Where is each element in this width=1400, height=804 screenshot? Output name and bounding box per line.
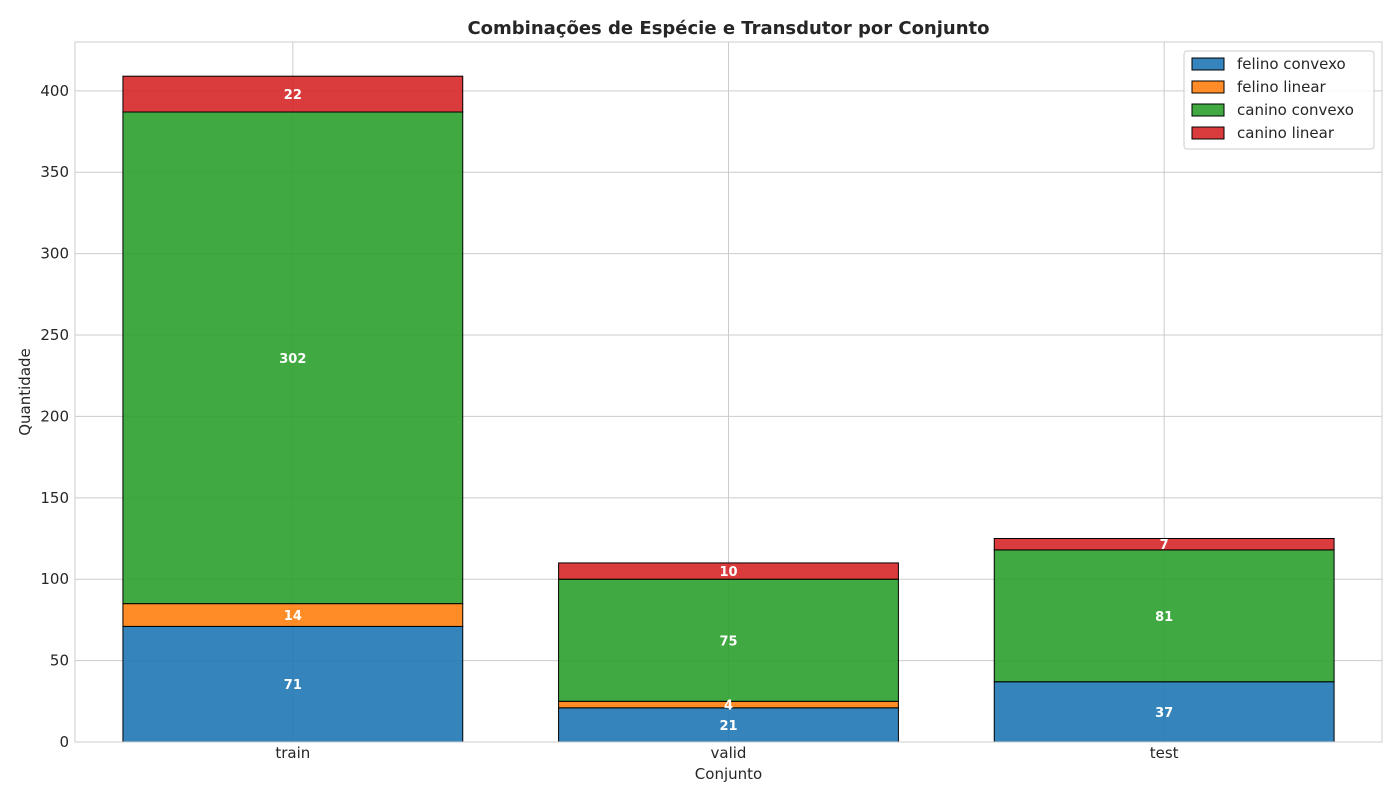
bar-segment xyxy=(993,549,1335,683)
y-tick-label: 150 xyxy=(40,489,69,507)
y-tick-label: 0 xyxy=(59,733,69,751)
y-axis-label: Quantidade xyxy=(16,348,34,436)
bar-segment xyxy=(122,625,464,743)
data-label: 21 xyxy=(719,719,737,734)
data-label: 71 xyxy=(284,678,302,693)
bar-segment xyxy=(122,75,464,113)
data-label: 37 xyxy=(1155,706,1173,721)
bar-segment xyxy=(558,707,899,743)
y-tick-label: 300 xyxy=(40,245,69,263)
x-tick-label: train xyxy=(275,744,310,762)
bar-segment xyxy=(993,538,1335,551)
legend-swatch xyxy=(1191,126,1225,140)
x-tick-label: test xyxy=(1150,744,1179,762)
legend-swatch xyxy=(1191,57,1225,71)
data-label: 81 xyxy=(1155,610,1173,625)
y-tick-label: 50 xyxy=(50,652,69,670)
legend-items: felino convexo felino linear canino convex… xyxy=(1191,55,1354,142)
bar-segment xyxy=(558,562,899,580)
x-axis-label: Conjunto xyxy=(695,765,762,783)
data-labels-layer: 71 14 302 22 21 4 75 10 37 81 7 xyxy=(279,88,1173,734)
data-label: 4 xyxy=(724,699,733,714)
legend-swatch xyxy=(1191,80,1225,94)
y-tick-label: 350 xyxy=(40,163,69,181)
x-tick-label: valid xyxy=(711,744,747,762)
data-label: 22 xyxy=(284,88,302,103)
y-tick-label: 400 xyxy=(40,82,69,100)
bars-layer xyxy=(122,75,1335,743)
bar-segment xyxy=(122,111,464,605)
ticks-layer: 0 50 100 150 200 250 300 350 400 train valid test xyxy=(40,82,1178,762)
data-label: 302 xyxy=(279,352,306,367)
legend-swatch xyxy=(1191,103,1225,117)
bar-segment xyxy=(993,681,1335,743)
chart-title: Combinações de Espécie e Transdutor por … xyxy=(467,18,989,39)
legend-label: felino linear xyxy=(1237,78,1327,96)
data-label: 10 xyxy=(719,565,737,580)
legend-label: canino convexo xyxy=(1237,101,1354,119)
y-tick-label: 250 xyxy=(40,326,69,344)
y-tick-label: 100 xyxy=(40,570,69,588)
legend-label: canino linear xyxy=(1237,124,1335,142)
data-label: 7 xyxy=(1160,538,1169,553)
legend-label: felino convexo xyxy=(1237,55,1346,73)
legend: felino convexo felino linear canino convex… xyxy=(1183,50,1375,150)
y-tick-label: 200 xyxy=(40,407,69,425)
legend-frame xyxy=(1183,50,1375,150)
data-label: 14 xyxy=(284,609,302,624)
data-label: 75 xyxy=(719,634,737,649)
plot-frame xyxy=(74,41,1383,743)
